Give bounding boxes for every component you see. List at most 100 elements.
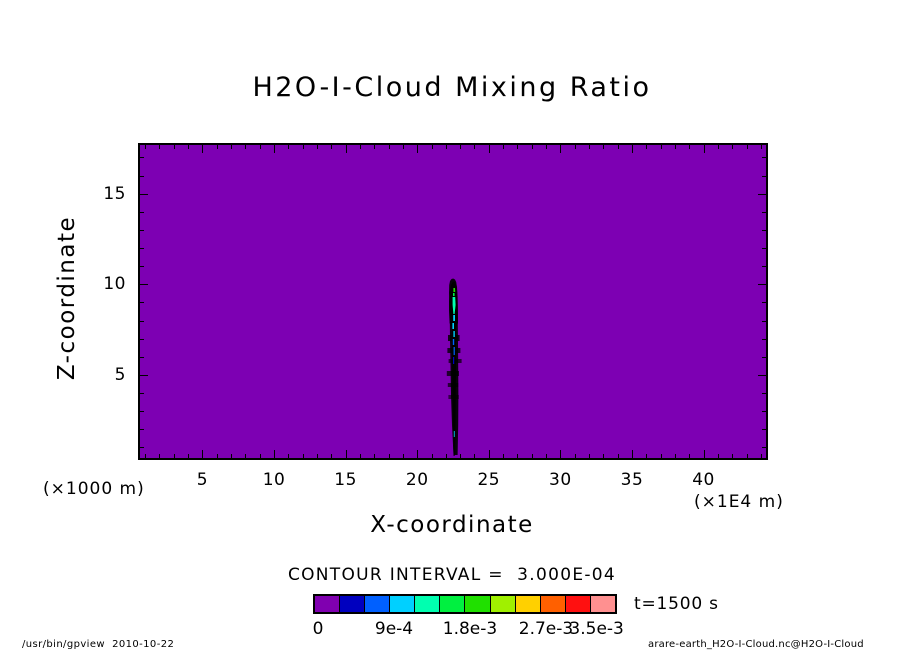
y-minor-tick-right <box>762 230 767 231</box>
x-tick-label: 40 <box>692 470 715 490</box>
x-minor-tick-top <box>503 144 504 149</box>
y-minor-tick-right <box>762 393 767 394</box>
x-minor-tick <box>618 454 619 459</box>
x-major-tick <box>560 450 561 459</box>
y-minor-tick-right <box>762 212 767 213</box>
colorbar-swatch <box>365 596 391 612</box>
x-minor-tick-top <box>317 144 318 149</box>
y-axis-title: Z-coordinate <box>54 215 80 381</box>
x-minor-tick <box>589 454 590 459</box>
y-axis-unit-note: (×1000 m) <box>43 479 145 499</box>
x-minor-tick-top <box>532 144 533 149</box>
page-title: H2O-I-Cloud Mixing Ratio <box>252 72 652 103</box>
y-minor-tick <box>139 212 144 213</box>
x-minor-tick-top <box>159 144 160 149</box>
x-major-tick <box>632 450 633 459</box>
y-minor-tick <box>139 447 144 448</box>
x-minor-tick <box>217 454 218 459</box>
colorbar-swatch <box>315 596 341 612</box>
y-minor-tick <box>139 411 144 412</box>
x-minor-tick-top <box>260 144 261 149</box>
x-minor-tick-top <box>761 144 762 149</box>
x-major-tick-top <box>274 144 275 153</box>
x-minor-tick <box>460 454 461 459</box>
x-minor-tick-top <box>718 144 719 149</box>
x-minor-tick <box>732 454 733 459</box>
colorbar-tick-labels: 0 9e-4 1.8e-3 2.7e-3 3.5e-3 <box>0 619 904 643</box>
contour-interval-label: CONTOUR INTERVAL = 3.000E-04 <box>287 565 617 585</box>
plot-area <box>138 143 768 460</box>
x-major-tick-top <box>202 144 203 153</box>
x-minor-tick <box>503 454 504 459</box>
x-tick-label: 5 <box>196 470 209 490</box>
x-minor-tick <box>661 454 662 459</box>
x-minor-tick <box>317 454 318 459</box>
y-minor-tick-right <box>762 339 767 340</box>
x-minor-tick-top <box>575 144 576 149</box>
x-minor-tick-top <box>288 144 289 149</box>
y-minor-tick-right <box>762 266 767 267</box>
y-minor-tick <box>139 321 144 322</box>
y-minor-tick <box>139 248 144 249</box>
x-minor-tick-top <box>618 144 619 149</box>
x-minor-tick-top <box>389 144 390 149</box>
x-minor-tick <box>288 454 289 459</box>
x-minor-tick-top <box>474 144 475 149</box>
x-tick-label: 10 <box>262 470 286 490</box>
x-minor-tick <box>360 454 361 459</box>
x-minor-tick <box>532 454 533 459</box>
y-minor-tick <box>139 339 144 340</box>
x-minor-tick <box>159 454 160 459</box>
x-minor-tick-top <box>231 144 232 149</box>
x-minor-tick-top <box>517 144 518 149</box>
x-minor-tick <box>374 454 375 459</box>
y-tick-label: 15 <box>103 183 126 204</box>
y-major-tick <box>139 194 148 195</box>
x-major-tick <box>202 450 203 459</box>
y-minor-tick-right <box>762 176 767 177</box>
x-minor-tick-top <box>661 144 662 149</box>
x-minor-tick <box>245 454 246 459</box>
y-minor-tick-right <box>762 248 767 249</box>
colorbar-tick-label: 2.7e-3 <box>518 619 574 639</box>
colorbar-swatch <box>340 596 366 612</box>
x-minor-tick <box>145 454 146 459</box>
y-minor-tick-right <box>762 447 767 448</box>
x-tick-label: 30 <box>549 470 572 490</box>
x-major-tick-top <box>632 144 633 153</box>
x-minor-tick <box>174 454 175 459</box>
y-major-tick-right <box>758 194 767 195</box>
time-label: t=1500 s <box>634 594 719 614</box>
y-minor-tick <box>139 157 144 158</box>
x-minor-tick <box>188 454 189 459</box>
x-major-tick-top <box>489 144 490 153</box>
y-minor-tick <box>139 266 144 267</box>
x-minor-tick-top <box>460 144 461 149</box>
x-major-tick <box>274 450 275 459</box>
x-minor-tick-top <box>732 144 733 149</box>
colorbar-tick-label: 3.5e-3 <box>569 619 624 639</box>
x-minor-tick-top <box>374 144 375 149</box>
colorbar-tick-label: 0 <box>312 619 324 639</box>
x-major-tick <box>489 450 490 459</box>
y-minor-tick-right <box>762 157 767 158</box>
x-minor-tick-top <box>188 144 189 149</box>
x-minor-tick-top <box>303 144 304 149</box>
colorbar-swatch <box>490 596 516 612</box>
x-major-tick-top <box>346 144 347 153</box>
colorbar-swatch <box>565 596 591 612</box>
y-major-tick <box>139 375 148 376</box>
y-major-tick-right <box>758 284 767 285</box>
y-minor-tick-right <box>762 357 767 358</box>
x-minor-tick-top <box>174 144 175 149</box>
x-minor-tick <box>389 454 390 459</box>
colorbar-swatch <box>440 596 466 612</box>
x-minor-tick <box>761 454 762 459</box>
x-minor-tick <box>303 454 304 459</box>
x-major-tick-top <box>704 144 705 153</box>
colorbar-swatch <box>465 596 491 612</box>
colorbar-tick-label: 1.8e-3 <box>442 619 498 639</box>
x-minor-tick <box>747 454 748 459</box>
x-minor-tick-top <box>689 144 690 149</box>
x-minor-tick-top <box>331 144 332 149</box>
